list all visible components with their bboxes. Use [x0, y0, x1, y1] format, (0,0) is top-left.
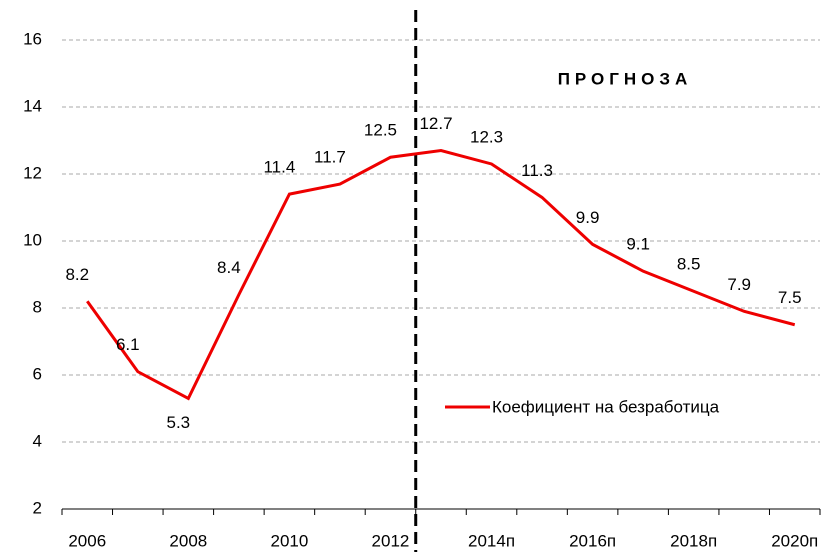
y-tick-label: 8: [33, 297, 42, 316]
data-label: 6.1: [116, 335, 140, 354]
line: [86, 149, 796, 401]
data-label: 12.7: [419, 114, 452, 133]
y-tick-label: 2: [33, 498, 42, 517]
data-label: 8.2: [65, 265, 89, 284]
data-label: 12.5: [364, 121, 397, 140]
x-tick-label: 2020п: [771, 531, 818, 550]
x-tick-label: 2014п: [468, 531, 515, 550]
data-label: 12.3: [470, 127, 503, 146]
forecast-label: ПРОГНОЗА: [558, 69, 693, 88]
data-label: 9.1: [626, 235, 650, 254]
data-label: 7.5: [778, 288, 802, 307]
x-tick-label: 2018п: [670, 531, 717, 550]
data-label: 8.4: [217, 258, 241, 277]
x-tick-label: 2012: [372, 531, 410, 550]
data-label: 8.5: [677, 255, 701, 274]
data-label: 11.7: [314, 148, 346, 167]
y-tick-label: 6: [33, 364, 42, 383]
data-label: 11.3: [521, 161, 553, 180]
x-tick-label: 2008: [169, 531, 207, 550]
x-tick-label: 2010: [270, 531, 308, 550]
x-tick-label: 2006: [68, 531, 106, 550]
y-tick-label: 12: [23, 163, 42, 182]
data-label: 9.9: [576, 208, 600, 227]
x-tick-label: 2016п: [569, 531, 616, 550]
y-tick-label: 4: [33, 431, 42, 450]
data-label: 11.4: [263, 158, 295, 177]
legend-label: Коефициент на безработица: [492, 397, 720, 416]
y-tick-label: 10: [23, 230, 42, 249]
y-tick-label: 16: [23, 29, 42, 48]
y-tick-label: 14: [23, 96, 42, 115]
data-label: 7.9: [727, 275, 751, 294]
data-label: 5.3: [167, 413, 191, 432]
